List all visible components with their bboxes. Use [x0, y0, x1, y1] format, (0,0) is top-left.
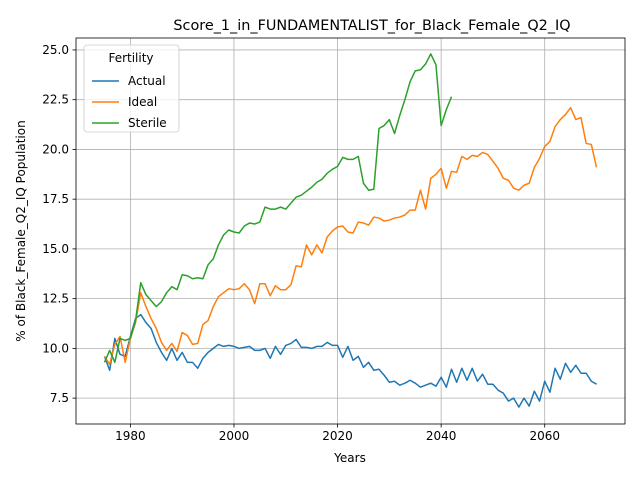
legend-box: [83, 44, 180, 133]
y-tick-label: 20.0: [42, 142, 69, 156]
x-tick-label: 1980: [115, 429, 146, 443]
y-tick-label: 12.5: [42, 292, 69, 306]
x-tick-label: 2060: [529, 429, 560, 443]
y-tick-label: 17.5: [42, 192, 69, 206]
series-line-ideal: [103, 106, 598, 366]
x-tick-label: 2000: [219, 429, 250, 443]
x-axis-label: Years: [333, 451, 366, 465]
x-tick-label: 2040: [426, 429, 457, 443]
x-axis-ticks: 1980 2000 2020 2040 2060: [115, 424, 560, 443]
legend-items: Actual Ideal Sterile: [92, 74, 167, 130]
y-tick-label: 25.0: [42, 43, 69, 57]
legend-label-actual: Actual: [128, 74, 166, 88]
series-lines: [103, 53, 598, 408]
y-tick-label: 10.0: [42, 341, 69, 355]
series-line-sterile: [103, 53, 453, 364]
y-axis-ticks: 7.5 10.0 12.5 15.0 17.5 20.0 22.5 25.0: [42, 43, 76, 405]
y-tick-label: 7.5: [50, 391, 69, 405]
y-tick-label: 15.0: [42, 242, 69, 256]
x-tick-label: 2020: [322, 429, 353, 443]
legend-label-ideal: Ideal: [128, 95, 157, 109]
y-tick-label: 22.5: [42, 93, 69, 107]
legend: Fertility Actual Ideal Sterile: [83, 44, 180, 133]
chart-title: Score_1_in_FUNDAMENTALIST_for_Black_Fema…: [173, 18, 570, 34]
legend-label-sterile: Sterile: [128, 116, 167, 130]
y-axis-label: % of Black_Female_Q2_IQ Population: [14, 120, 28, 341]
series-line-actual: [103, 313, 597, 408]
legend-title: Fertility: [108, 51, 153, 65]
plot-frame: [75, 37, 626, 425]
